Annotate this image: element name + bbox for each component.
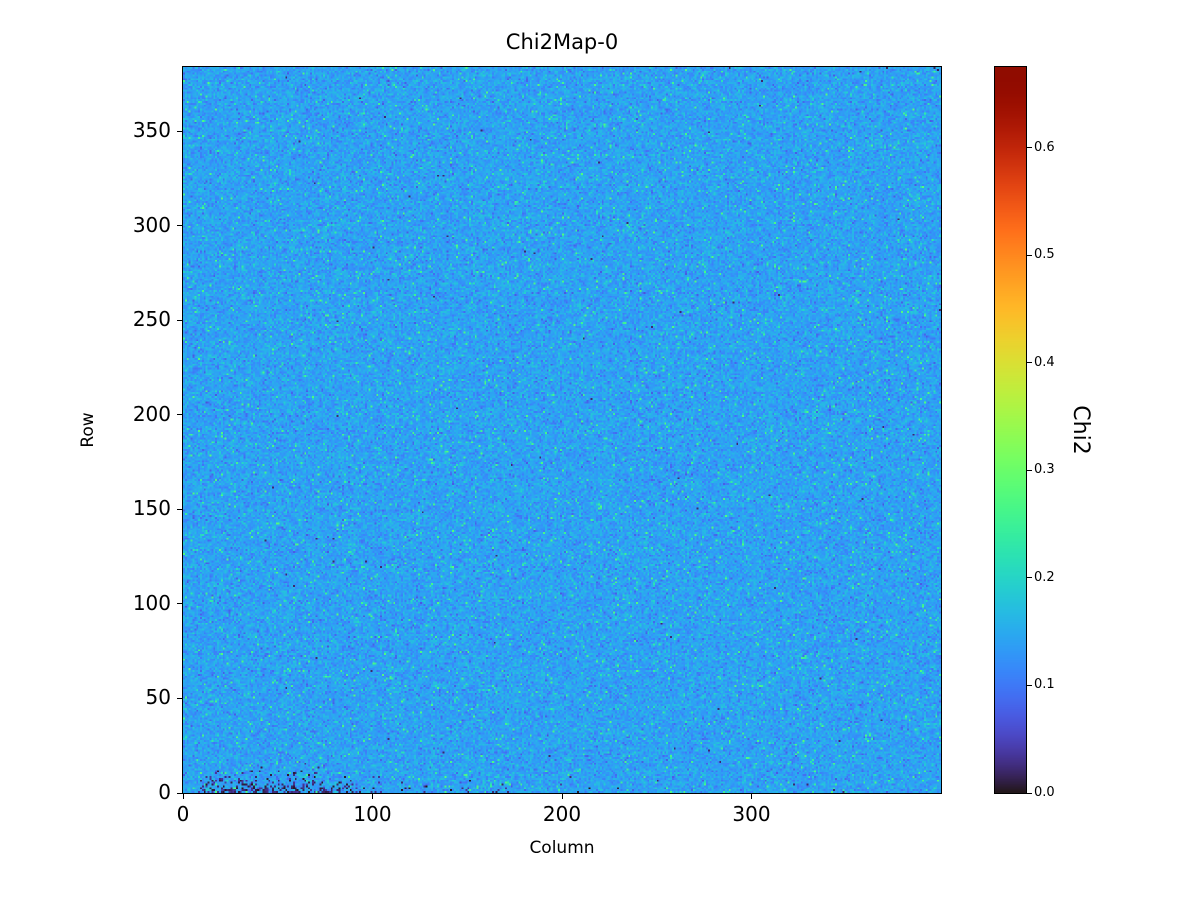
- colorbar-tick-mark: [1027, 577, 1032, 579]
- chart-title: Chi2Map-0: [505, 30, 619, 54]
- x-tick-label: 300: [732, 802, 771, 826]
- colorbar-tick-label: 0.5: [1034, 247, 1055, 263]
- x-tick-mark: [751, 794, 752, 799]
- x-axis-label: Column: [529, 838, 595, 858]
- colorbar-tick-label: 0.4: [1034, 354, 1055, 370]
- colorbar-tick-label: 0.2: [1034, 569, 1055, 585]
- y-tick-mark: [177, 130, 182, 132]
- y-tick-mark: [177, 792, 182, 794]
- y-tick-label: 0: [158, 780, 171, 804]
- y-tick-mark: [177, 319, 182, 321]
- y-tick-mark: [177, 697, 182, 699]
- colorbar-tick-mark: [1027, 684, 1032, 686]
- colorbar-tick-label: 0.0: [1034, 785, 1055, 800]
- x-tick-mark: [182, 794, 184, 799]
- y-tick-label: 100: [132, 590, 171, 615]
- x-tick-label: 200: [542, 802, 582, 826]
- colorbar-tick-label: 0.6: [1034, 139, 1055, 155]
- colorbar-tick-mark: [1027, 362, 1032, 364]
- y-axis-label: Row: [78, 412, 98, 448]
- x-tick-label: 100: [353, 802, 392, 826]
- colorbar-tick-label: 0.1: [1034, 677, 1055, 693]
- colorbar-tick-mark: [1027, 469, 1032, 471]
- x-tick-label: 0: [176, 802, 190, 826]
- y-tick-label: 300: [132, 212, 171, 237]
- colorbar-tick-mark: [1027, 147, 1032, 149]
- y-tick-mark: [177, 414, 182, 416]
- colorbar-canvas: [995, 67, 1026, 793]
- x-tick-mark: [372, 794, 373, 799]
- colorbar-tick-mark: [1027, 792, 1032, 794]
- y-tick-label: 250: [132, 307, 171, 332]
- colorbar-tick-label: 0.3: [1034, 462, 1055, 478]
- y-tick-label: 50: [145, 685, 171, 710]
- heatmap-canvas: [183, 67, 941, 793]
- y-tick-label: 350: [132, 118, 171, 143]
- y-tick-mark: [177, 603, 182, 605]
- colorbar-tick-mark: [1027, 254, 1032, 256]
- x-tick-mark: [561, 794, 563, 799]
- y-tick-label: 150: [132, 496, 171, 521]
- colorbar-label: Chi2: [1068, 405, 1093, 455]
- y-tick-mark: [177, 508, 182, 510]
- y-tick-mark: [177, 225, 182, 227]
- y-tick-label: 200: [132, 401, 171, 426]
